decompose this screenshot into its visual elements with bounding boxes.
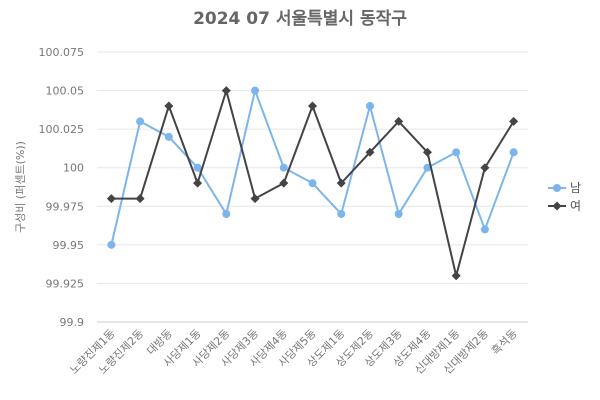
chart-title: 2024 07 서울특별시 동작구 [193, 9, 407, 29]
data-point[interactable] [135, 194, 145, 204]
data-point[interactable] [222, 210, 231, 218]
series-group [106, 86, 519, 281]
data-point[interactable] [451, 271, 461, 281]
data-point[interactable] [365, 102, 374, 110]
data-point[interactable] [423, 163, 432, 172]
y-tick-label: 100.025 [39, 123, 85, 136]
data-point[interactable] [251, 86, 260, 95]
y-tick-label: 100.075 [39, 46, 85, 59]
data-point[interactable] [422, 147, 432, 157]
data-point[interactable] [365, 147, 375, 157]
data-point[interactable] [509, 148, 518, 157]
y-tick-label: 100 [63, 162, 84, 175]
y-tick-label: 99.925 [46, 277, 85, 290]
y-tick-label: 100.05 [46, 85, 85, 98]
grid-lines [97, 51, 528, 323]
data-point[interactable] [336, 178, 346, 188]
data-point[interactable] [452, 148, 461, 157]
data-point[interactable] [221, 86, 231, 96]
data-point[interactable] [193, 178, 203, 188]
legend-label[interactable]: 여 [570, 199, 581, 213]
y-tick-label: 99.95 [53, 239, 85, 252]
data-point[interactable] [136, 117, 145, 126]
data-point[interactable] [509, 116, 519, 126]
data-point[interactable] [394, 116, 404, 126]
data-point[interactable] [337, 210, 346, 218]
data-point[interactable] [308, 179, 317, 188]
y-tick-label: 99.975 [46, 200, 85, 213]
data-point[interactable] [394, 210, 403, 218]
y-axis-ticks: 99.9 99.925 99.95 99.975 100 100.025 100.05 100… [39, 46, 85, 329]
data-point[interactable] [279, 163, 288, 172]
data-point[interactable] [193, 163, 202, 172]
legend-marker [552, 201, 562, 211]
data-point[interactable] [480, 163, 490, 173]
data-point[interactable] [107, 240, 116, 249]
data-point[interactable] [480, 225, 489, 234]
data-point[interactable] [250, 194, 260, 204]
data-point[interactable] [308, 101, 317, 111]
legend-label[interactable]: 남 [570, 181, 581, 195]
data-point[interactable] [164, 101, 174, 111]
y-tick-label: 99.9 [60, 316, 85, 329]
legend[interactable]: 남여 [548, 181, 581, 213]
x-axis-ticks: 노량진제1동노량진제2동대방동사당제1동사당제2동사당제3동사당제4동사당제5동… [68, 326, 520, 377]
data-point[interactable] [164, 132, 173, 141]
data-point[interactable] [279, 178, 289, 188]
data-point[interactable] [106, 194, 116, 204]
x-tick-label: 흑석동 [488, 326, 519, 357]
y-axis-label: 구성비 (퍼센트(%)) [14, 141, 27, 233]
legend-marker [553, 184, 561, 192]
